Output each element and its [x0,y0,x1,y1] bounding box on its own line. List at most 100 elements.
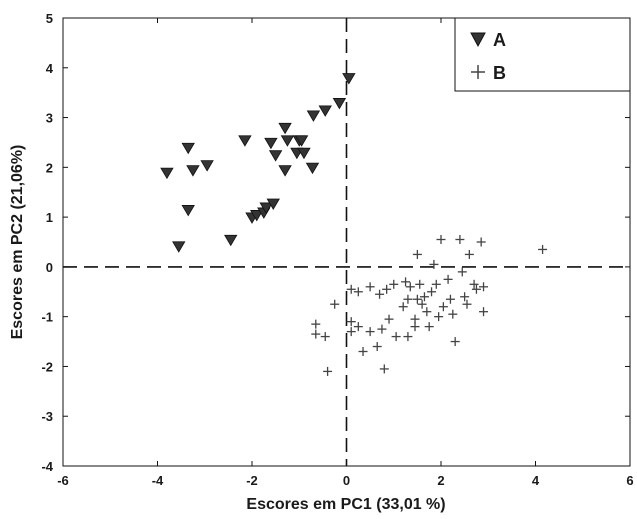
point-b [419,292,429,302]
point-b [379,364,389,374]
y-tick-label: -2 [41,359,53,374]
point-b [403,294,413,304]
point-b [476,237,486,247]
point-b [438,302,448,312]
legend-marker-b [471,65,485,79]
point-b [457,267,467,277]
point-a [181,205,195,217]
point-b [412,294,422,304]
y-axis-title: Escores em PC2 (21,06%) [9,145,26,340]
point-b [436,235,446,245]
y-tick-label: 2 [46,160,53,175]
y-tick-label: 4 [46,61,54,76]
point-b [479,282,489,292]
point-a [278,165,292,177]
y-tick-label: 3 [46,111,53,126]
point-b [353,287,363,297]
point-a [297,147,311,160]
point-a [200,160,214,172]
point-a [238,135,252,147]
x-axis-title: Escores em PC1 (33,01 %) [246,496,445,513]
point-a [332,98,347,110]
y-tick-label: -4 [41,459,53,474]
point-b [429,259,439,269]
reference-lines [63,18,630,466]
y-tick-label: -1 [41,310,53,325]
point-a [264,137,278,150]
series-a [160,73,356,253]
point-a [268,150,283,162]
y-tick-label: 1 [46,210,53,225]
point-b [405,282,415,292]
point-b [424,322,434,332]
x-tick-label: -2 [246,473,258,488]
point-a [266,198,280,210]
legend: A B [454,17,631,92]
point-b [311,319,321,329]
point-b [450,337,460,347]
point-b [443,274,453,284]
point-a [306,110,321,122]
point-b [365,327,375,337]
point-b [415,279,425,289]
point-b [375,289,385,299]
data-points [160,73,548,376]
point-b [471,284,481,294]
y-tick-label: -3 [41,409,53,424]
point-b [346,284,356,294]
point-b [448,309,458,319]
series-b [311,235,548,376]
point-b [462,299,472,309]
x-tick-label: 6 [626,473,633,488]
axis-ticks: -6 -4 -2 0 2 4 6 -4 -3 -2 -1 0 1 2 3 4 5 [41,11,633,488]
point-b [434,312,444,322]
point-b [431,279,441,289]
point-a [294,135,309,147]
point-b [469,279,479,289]
point-a [280,135,295,147]
point-a [278,122,292,135]
point-b [427,287,437,297]
point-b [398,302,408,312]
point-b [445,294,455,304]
point-b [455,235,465,245]
legend-marker-a [470,32,486,48]
y-tick-label: 0 [46,260,53,275]
legend-label-b: B [493,63,506,83]
point-b [372,342,382,352]
point-a [305,162,320,175]
point-b [346,317,356,327]
point-b [382,284,392,294]
y-tick-label: 5 [46,11,53,26]
point-b [401,277,411,287]
point-b [365,282,375,292]
point-b [403,332,413,342]
point-a [186,165,200,177]
x-tick-label: -6 [57,473,69,488]
point-b [377,324,387,334]
point-b [330,299,340,309]
point-a [224,234,238,247]
point-b [412,249,422,259]
point-a [172,241,186,253]
point-a [160,167,174,180]
point-b [464,249,474,259]
point-b [346,327,356,337]
point-b [460,292,470,302]
x-tick-label: 4 [532,473,540,488]
point-b [384,314,394,324]
point-b [323,366,333,376]
point-a [181,142,195,155]
x-tick-label: 2 [437,473,444,488]
point-b [422,307,432,317]
point-b [389,279,399,289]
point-a [342,73,356,85]
point-b [353,322,363,332]
point-a [318,105,332,117]
x-tick-label: 0 [343,473,350,488]
point-b [538,244,548,254]
point-b [417,299,427,309]
legend-label-a: A [493,30,506,50]
point-a [259,202,273,214]
